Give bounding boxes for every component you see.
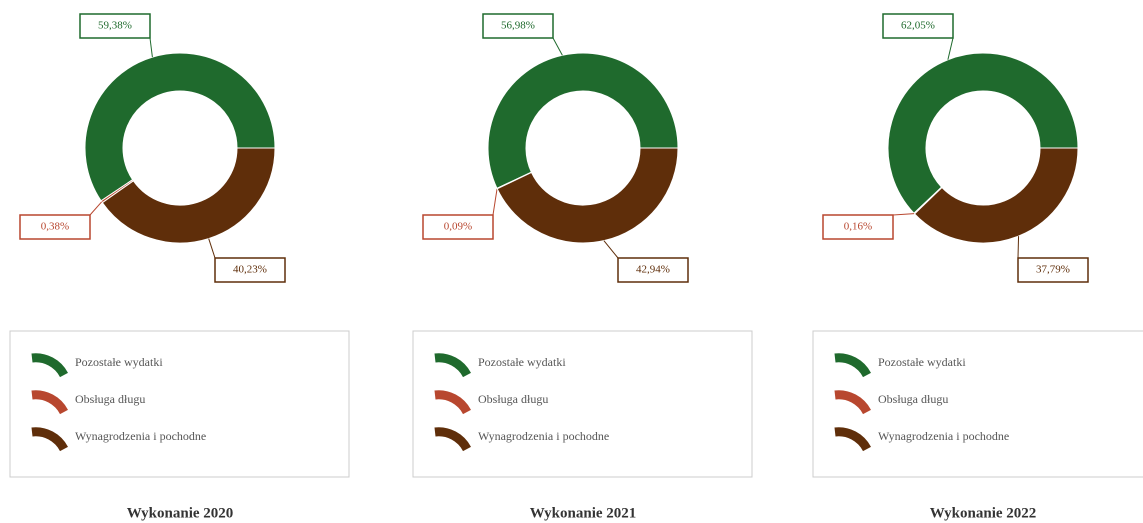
leader-line bbox=[89, 201, 103, 216]
label-box bbox=[482, 13, 554, 39]
legend-label: Pozostałe wydatki bbox=[75, 355, 163, 369]
legend-label: Obsługa długu bbox=[75, 392, 145, 406]
leader-line bbox=[1017, 236, 1020, 259]
legend-icon bbox=[31, 353, 68, 378]
legend-label: Obsługa długu bbox=[878, 392, 948, 406]
donut-slice bbox=[101, 147, 276, 244]
legend-box bbox=[812, 330, 1143, 478]
data-label: 59,38% bbox=[98, 20, 132, 32]
leader-line bbox=[149, 37, 153, 58]
legend-icon bbox=[434, 390, 471, 415]
label-box bbox=[617, 257, 689, 283]
label-box bbox=[822, 214, 894, 240]
leader-line bbox=[892, 213, 915, 216]
donut-slice bbox=[887, 52, 1079, 214]
legend-label: Obsługa długu bbox=[478, 392, 548, 406]
legend-icon bbox=[434, 353, 471, 378]
chart-title: Wykonanie 2021 bbox=[530, 505, 637, 521]
legend-label: Wynagrodzenia i pochodne bbox=[478, 429, 609, 443]
label-box bbox=[79, 13, 151, 39]
label-box bbox=[882, 13, 954, 39]
legend-label: Pozostałe wydatki bbox=[878, 355, 966, 369]
legend-label: Pozostałe wydatki bbox=[478, 355, 566, 369]
data-label: 42,94% bbox=[636, 264, 670, 276]
data-label: 40,23% bbox=[233, 264, 267, 276]
legend-icon bbox=[31, 390, 68, 415]
donut-slice bbox=[496, 147, 679, 244]
leader-line bbox=[603, 240, 619, 259]
label-box bbox=[19, 214, 91, 240]
legend-icon bbox=[434, 427, 471, 452]
label-box bbox=[422, 214, 494, 240]
leader-line bbox=[552, 37, 563, 56]
label-box bbox=[214, 257, 286, 283]
leader-line bbox=[492, 188, 498, 216]
legend-icon bbox=[834, 390, 871, 415]
legend-label: Wynagrodzenia i pochodne bbox=[878, 429, 1009, 443]
legend-label: Wynagrodzenia i pochodne bbox=[75, 429, 206, 443]
legend-box bbox=[9, 330, 350, 478]
data-label: 62,05% bbox=[901, 20, 935, 32]
label-box bbox=[1017, 257, 1089, 283]
chart-title: Wykonanie 2022 bbox=[930, 505, 1037, 521]
donut-slice bbox=[84, 52, 276, 202]
leader-line bbox=[208, 238, 216, 259]
legend-icon bbox=[834, 353, 871, 378]
legend-box bbox=[412, 330, 753, 478]
data-label: 0,16% bbox=[844, 221, 872, 233]
leader-line bbox=[947, 37, 954, 60]
data-label: 56,98% bbox=[501, 20, 535, 32]
donut-slice bbox=[487, 52, 679, 189]
chart-title: Wykonanie 2020 bbox=[127, 505, 234, 521]
legend-icon bbox=[834, 427, 871, 452]
data-label: 0,38% bbox=[41, 221, 69, 233]
data-label: 0,09% bbox=[444, 221, 472, 233]
donut-slice bbox=[913, 147, 1079, 244]
legend-icon bbox=[31, 427, 68, 452]
data-label: 37,79% bbox=[1036, 264, 1070, 276]
